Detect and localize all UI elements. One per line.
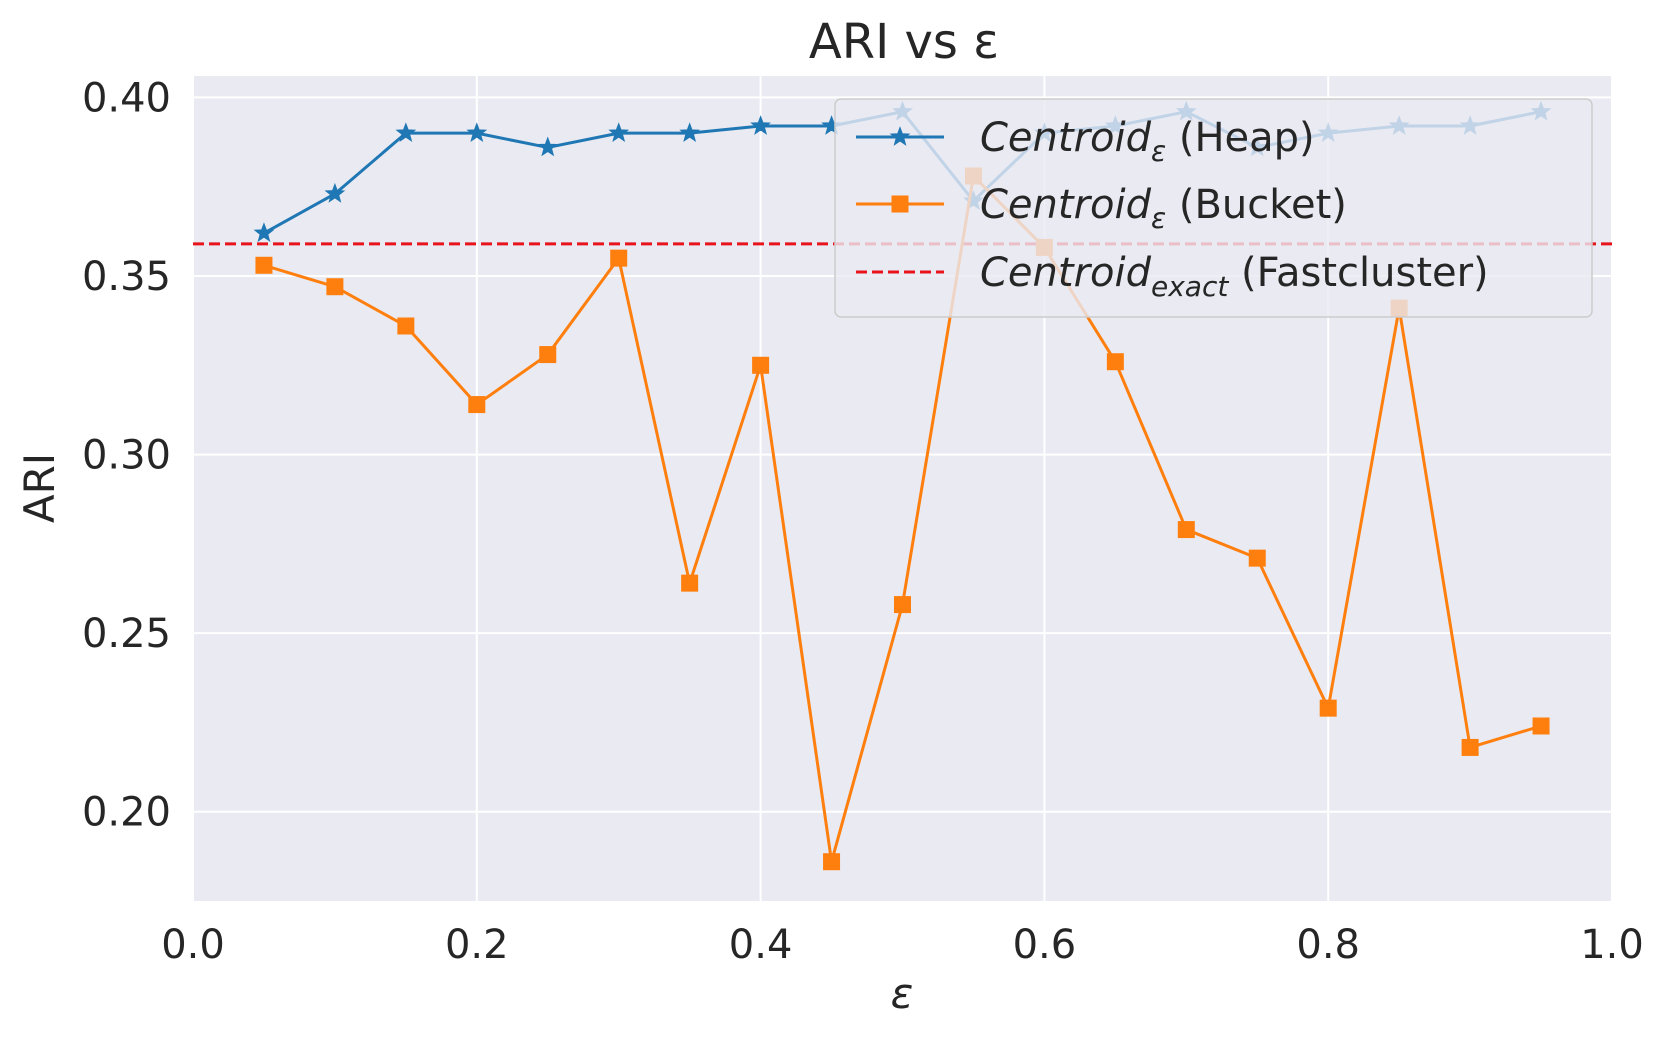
data-point <box>1106 353 1124 371</box>
data-point <box>1177 521 1195 539</box>
legend: Centroidε (Heap)Centroidε (Bucket)Centro… <box>834 98 1593 318</box>
legend-label-main: Centroid <box>980 115 1152 161</box>
data-point <box>395 122 417 142</box>
data-point <box>397 317 415 335</box>
chart-title: ARI vs ε <box>809 14 999 70</box>
data-point <box>1248 549 1266 567</box>
legend-label: Centroidε (Heap) <box>980 115 1315 168</box>
data-point <box>610 249 628 267</box>
data-point <box>255 256 273 274</box>
data-point <box>823 853 841 871</box>
legend-item: Centroidexact (Fastcluster) <box>856 250 1489 303</box>
legend-label-suffix: (Heap) <box>1166 115 1315 161</box>
y-tick-label: 0.30 <box>82 433 171 479</box>
legend-marker <box>891 195 909 213</box>
legend-item: Centroidε (Bucket) <box>856 182 1347 235</box>
data-point <box>537 136 559 157</box>
data-point <box>681 574 699 592</box>
legend-box <box>834 98 1593 318</box>
legend-label-main: Centroid <box>980 182 1152 228</box>
data-point <box>468 396 486 414</box>
data-point <box>1319 699 1337 717</box>
y-tick-label: 0.35 <box>82 254 171 300</box>
data-point <box>679 122 701 142</box>
y-tick-label: 0.25 <box>82 611 171 657</box>
x-axis-label: ε <box>891 969 914 1018</box>
legend-label-sub: exact <box>1151 270 1229 303</box>
y-axis-label: ARI <box>15 453 64 523</box>
legend-label-main: Centroid <box>980 250 1152 296</box>
data-point <box>608 122 630 142</box>
x-tick-label: 0.4 <box>729 922 793 968</box>
legend-label-suffix: (Fastcluster) <box>1228 250 1488 296</box>
x-tick-label: 0.8 <box>1296 922 1360 968</box>
data-point <box>1532 717 1550 735</box>
legend-marker <box>889 126 911 146</box>
data-point <box>1461 738 1479 756</box>
data-point <box>752 356 770 374</box>
data-point <box>326 278 344 296</box>
y-tick-label: 0.20 <box>82 790 171 836</box>
data-point <box>894 596 911 614</box>
data-point <box>750 115 771 135</box>
chart-title-text: ARI vs ε <box>809 14 999 70</box>
legend-label-suffix: (Bucket) <box>1166 182 1347 228</box>
y-tick-label: 0.40 <box>82 75 171 121</box>
legend-label-sub: ε <box>1151 202 1166 235</box>
x-tick-label: 0.2 <box>445 922 509 968</box>
data-point <box>466 122 488 142</box>
legend-item: Centroidε (Heap) <box>856 115 1315 168</box>
x-tick-label: 0.6 <box>1013 922 1077 968</box>
data-point <box>324 182 346 203</box>
legend-label: Centroidexact (Fastcluster) <box>980 250 1489 303</box>
legend-label: Centroidε (Bucket) <box>980 182 1347 235</box>
x-tick-labels: 0.0 0.2 0.4 0.6 0.8 1.0 <box>161 922 1644 968</box>
y-tick-labels: 0.20 0.25 0.30 0.35 0.40 <box>82 75 171 835</box>
x-tick-label: 0.0 <box>161 922 225 968</box>
x-tick-label: 1.0 <box>1580 922 1644 968</box>
data-point <box>253 222 275 242</box>
legend-label-sub: ε <box>1151 135 1166 168</box>
data-point <box>539 346 557 364</box>
